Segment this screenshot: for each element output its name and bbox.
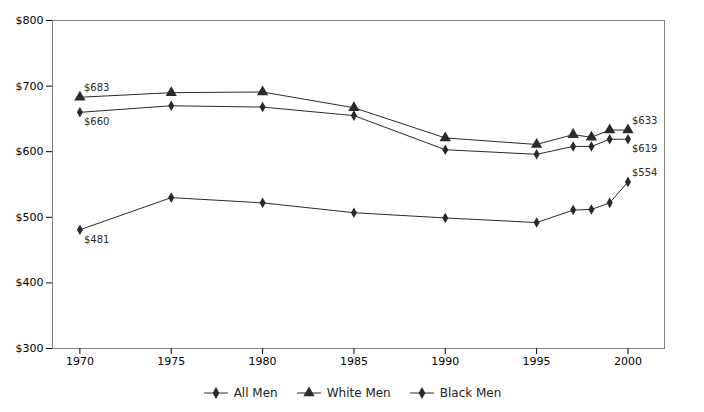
svg-text:$481: $481 bbox=[84, 234, 109, 245]
svg-text:1990: 1990 bbox=[431, 355, 459, 368]
svg-text:$300: $300 bbox=[16, 342, 44, 355]
svg-text:$700: $700 bbox=[16, 80, 44, 93]
svg-text:$660: $660 bbox=[84, 116, 109, 127]
svg-text:1970: 1970 bbox=[66, 355, 94, 368]
svg-text:$683: $683 bbox=[84, 82, 109, 93]
svg-text:$500: $500 bbox=[16, 211, 44, 224]
svg-text:$619: $619 bbox=[632, 143, 657, 154]
html-text:All Men: All Men bbox=[233, 386, 278, 400]
html-text:White Men: White Men bbox=[326, 386, 391, 400]
svg-text:1975: 1975 bbox=[157, 355, 185, 368]
svg-text:$554: $554 bbox=[632, 167, 657, 178]
svg-text:1980: 1980 bbox=[249, 355, 277, 368]
svg-text:2000: 2000 bbox=[614, 355, 642, 368]
svg-text:1995: 1995 bbox=[523, 355, 551, 368]
svg-text:1985: 1985 bbox=[340, 355, 368, 368]
svg-text:$800: $800 bbox=[16, 14, 44, 27]
svg-text:$600: $600 bbox=[16, 145, 44, 158]
svg-text:$633: $633 bbox=[632, 115, 657, 126]
svg-text:$400: $400 bbox=[16, 276, 44, 289]
html-text:Black Men: Black Men bbox=[439, 386, 502, 400]
